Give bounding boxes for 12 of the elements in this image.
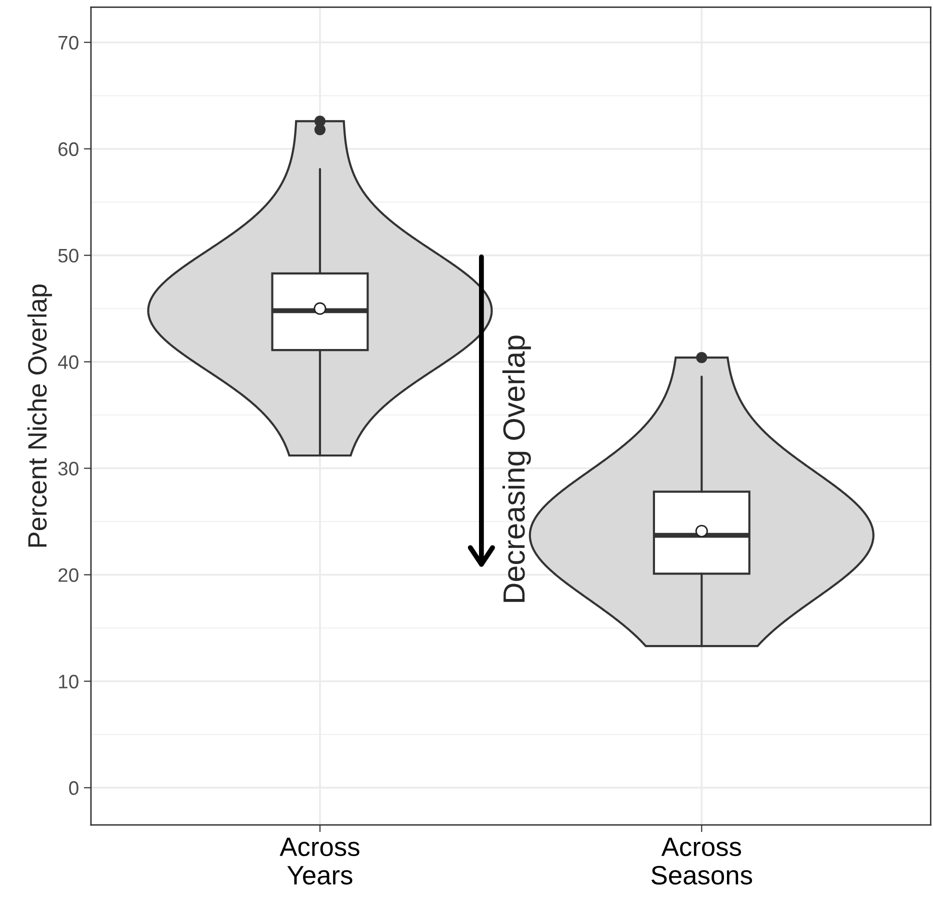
y-tick-label: 70 (58, 36, 78, 50)
y-axis-title: Percent Niche Overlap (27, 284, 52, 547)
y-tick-label: 60 (58, 142, 78, 156)
x-tick-label: Across Years (280, 838, 360, 885)
annotation: Decreasing Overlap (502, 336, 531, 602)
y-tick-label: 0 (69, 781, 78, 795)
y-tick-label: 50 (58, 248, 78, 263)
y-tick-label: 10 (59, 674, 78, 688)
y-tick-label: 40 (58, 355, 78, 370)
y-tick-label: 20 (58, 568, 78, 582)
x-tick-label: Across Seasons (652, 838, 752, 885)
y-tick-label: 30 (58, 462, 78, 476)
